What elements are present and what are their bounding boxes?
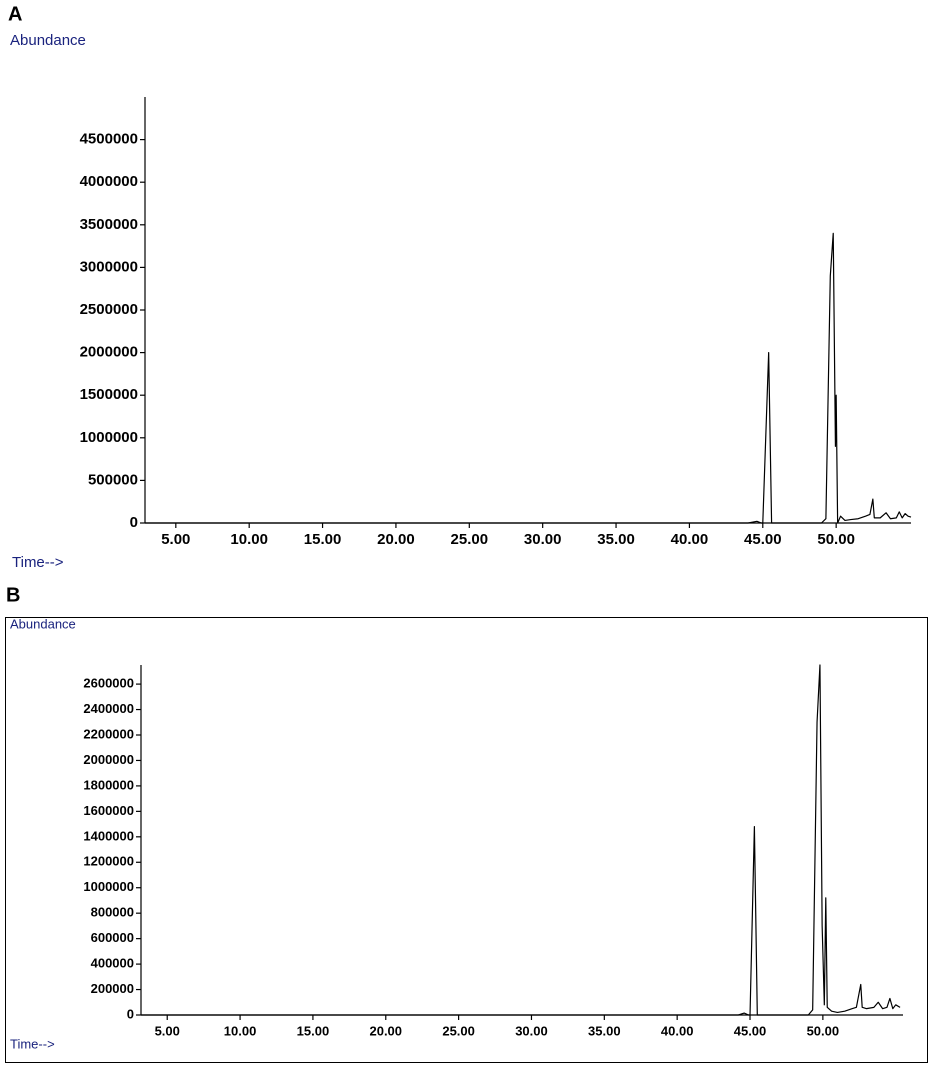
x-tick-label: 40.00 (661, 1023, 694, 1038)
x-tick-label: 15.00 (297, 1023, 330, 1038)
x-tick-label: 25.00 (451, 531, 489, 548)
y-tick-label: 3500000 (80, 216, 138, 233)
x-tick-label: 15.00 (304, 531, 342, 548)
x-tick-label: 45.00 (744, 531, 782, 548)
y-tick-label: 2200000 (83, 726, 134, 741)
y-tick-label: 800000 (91, 905, 134, 920)
x-tick-label: 10.00 (230, 531, 268, 548)
y-tick-label: 0 (130, 514, 138, 531)
y-tick-label: 600000 (91, 930, 134, 945)
y-tick-label: 400000 (91, 956, 134, 971)
y-tick-label: 0 (127, 1006, 134, 1021)
x-tick-label: 5.00 (161, 531, 190, 548)
y-tick-label: 4000000 (80, 173, 138, 190)
y-tick-label: 2400000 (83, 701, 134, 716)
x-tick-label: 50.00 (807, 1023, 840, 1038)
x-tick-label: 30.00 (515, 1023, 548, 1038)
x-axis-label: Time--> (12, 554, 64, 571)
y-tick-label: 1500000 (80, 386, 138, 403)
x-tick-label: 20.00 (377, 531, 415, 548)
x-tick-label: 20.00 (369, 1023, 402, 1038)
y-tick-label: 1400000 (83, 828, 134, 843)
y-tick-label: 500000 (88, 471, 138, 488)
y-axis-label: Abundance (10, 616, 76, 631)
panel-frame (5, 617, 928, 1063)
chromatogram-line (145, 232, 912, 524)
panel-label: B (6, 584, 20, 606)
y-tick-label: 1000000 (83, 879, 134, 894)
x-tick-label: 35.00 (597, 531, 635, 548)
x-tick-label: 5.00 (155, 1023, 180, 1038)
x-axis-label: Time--> (10, 1036, 55, 1051)
x-tick-label: 30.00 (524, 531, 562, 548)
x-tick-label: 50.00 (817, 531, 855, 548)
y-axis-label: Abundance (10, 32, 86, 49)
y-tick-label: 2000000 (83, 752, 134, 767)
chromatogram-line (141, 664, 901, 1016)
y-tick-label: 200000 (91, 981, 134, 996)
y-tick-label: 2000000 (80, 344, 138, 361)
x-tick-label: 40.00 (671, 531, 709, 548)
y-tick-label: 1200000 (83, 854, 134, 869)
y-tick-label: 1600000 (83, 803, 134, 818)
y-tick-label: 2600000 (83, 676, 134, 691)
y-tick-label: 1800000 (83, 777, 134, 792)
y-tick-label: 4500000 (80, 131, 138, 148)
y-tick-label: 3000000 (80, 258, 138, 275)
x-tick-label: 10.00 (224, 1023, 257, 1038)
panel-label: A (8, 3, 22, 25)
x-tick-label: 45.00 (734, 1023, 767, 1038)
y-tick-label: 1000000 (80, 429, 138, 446)
x-tick-label: 35.00 (588, 1023, 621, 1038)
x-tick-label: 25.00 (442, 1023, 475, 1038)
y-tick-label: 2500000 (80, 301, 138, 318)
